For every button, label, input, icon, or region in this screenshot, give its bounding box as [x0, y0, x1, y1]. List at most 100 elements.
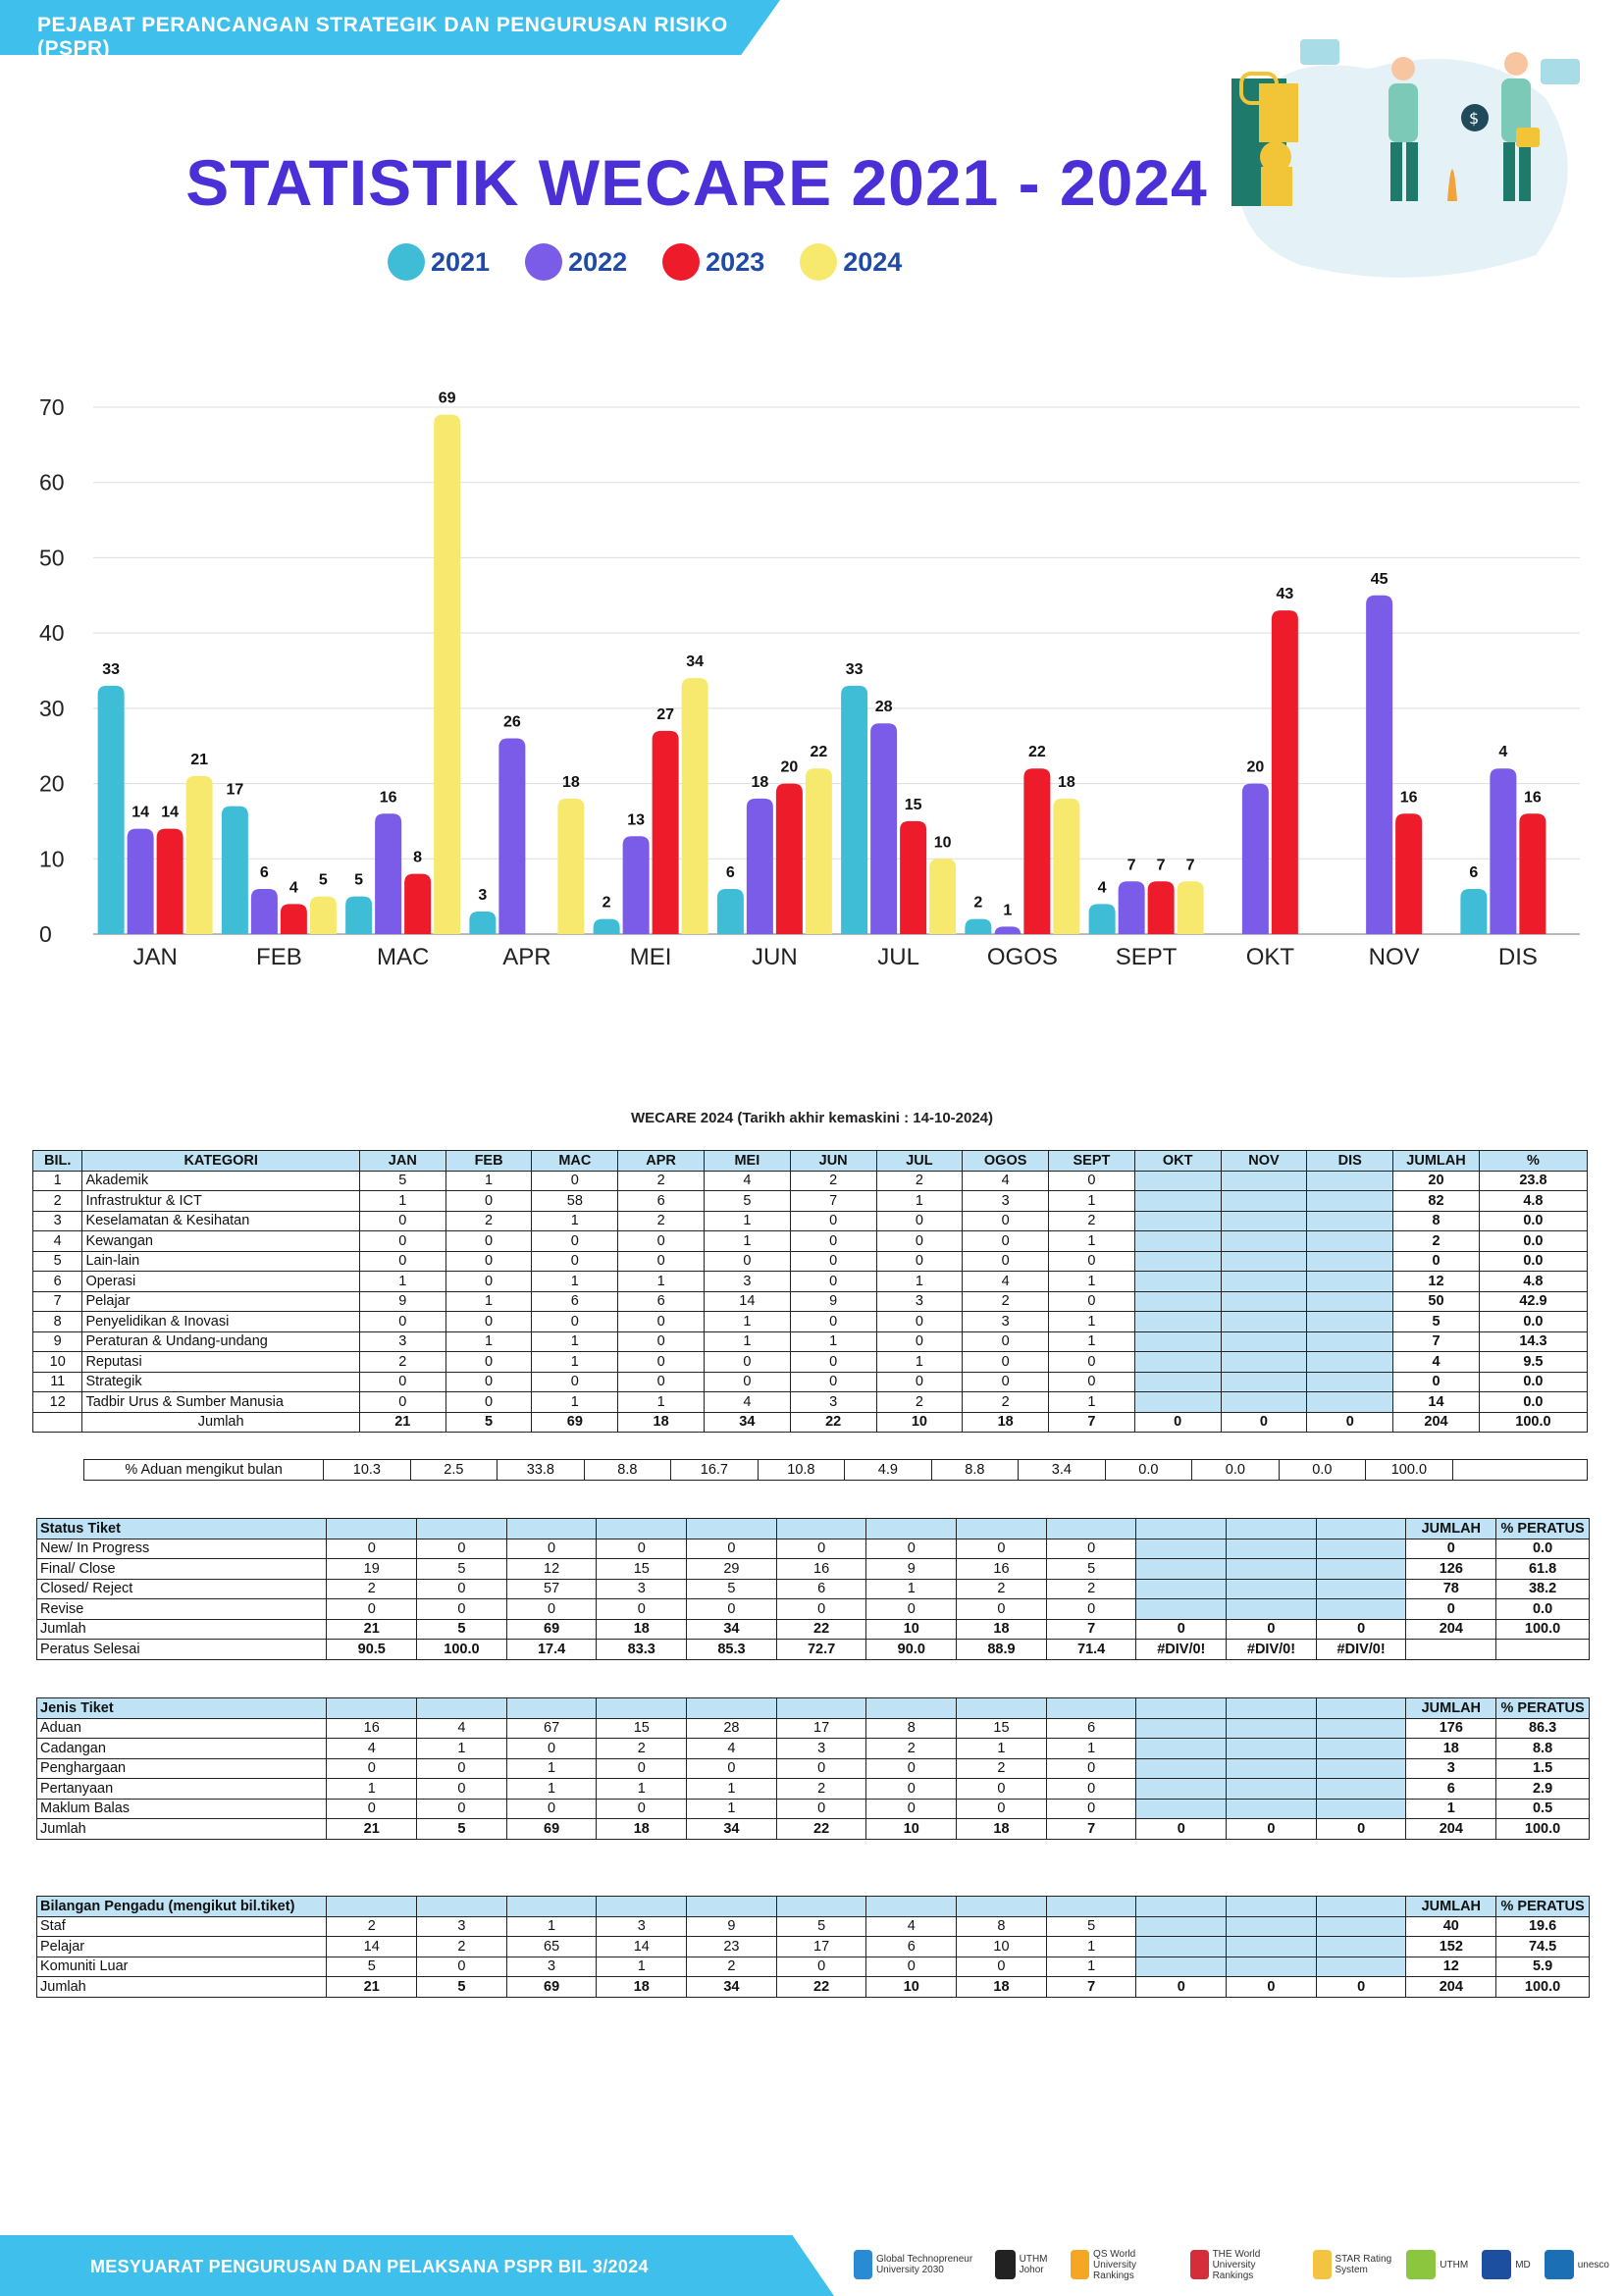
table-cell: MAC — [531, 1150, 619, 1172]
table-cell: 0 — [703, 1371, 791, 1392]
table-row: Revise 0 0 0 0 0 0 0 0 0 0 0.0 — [35, 1598, 1590, 1620]
table-cell — [865, 1896, 958, 1917]
logo-strip: Global Technopreneur University 2030 UTHM… — [854, 2239, 1609, 2290]
table-cell: 5 — [416, 1818, 507, 1840]
table-cell — [1135, 1896, 1228, 1917]
table-cell: 42.9 — [1478, 1290, 1589, 1312]
top-banner: PEJABAT PERANCANGAN STRATEGIK DAN PENGUR… — [0, 0, 780, 55]
table-row: Aduan 16 4 67 15 28 17 8 15 6 176 86.3 — [35, 1717, 1590, 1739]
table-cell: 0 — [703, 1250, 791, 1272]
table-cell: 2 — [875, 1391, 964, 1413]
table-cell: 0 — [445, 1391, 533, 1413]
table-row: 8 Penyelidikan & Inovasi 0 0 0 0 1 0 0 3 1 5 0.0 — [31, 1311, 1589, 1332]
total-row: Jumlah 21 5 69 18 34 22 10 18 7 0 0 0 204 100.0 — [35, 1976, 1590, 1998]
table-cell — [416, 1896, 507, 1917]
data-label: 20 — [780, 759, 798, 776]
table-cell: 204 — [1405, 1818, 1497, 1840]
chart-legend: 2021 2022 2023 2024 — [388, 243, 902, 281]
table-cell: 0 — [1135, 1618, 1228, 1640]
data-label: 6 — [1469, 864, 1478, 881]
table-cell: 5 — [1045, 1558, 1137, 1580]
table-cell: 0 — [875, 1250, 964, 1272]
bar-2023 — [1147, 881, 1175, 934]
table-cell: 50 — [1392, 1290, 1480, 1312]
y-tick-label: 30 — [39, 696, 65, 721]
legend-item-2021: 2021 — [388, 243, 490, 281]
x-tick-label: APR — [502, 944, 550, 970]
table-cell — [1315, 1578, 1407, 1599]
table-cell: 2 — [617, 1170, 705, 1191]
x-tick-label: JAN — [132, 944, 177, 970]
table-cell: 1 — [1048, 1271, 1135, 1292]
table-cell: 28 — [686, 1717, 777, 1739]
table-cell: 0 — [789, 1311, 877, 1332]
table-cell: 0 — [875, 1331, 964, 1352]
logo-mark — [1312, 2250, 1332, 2279]
table-cell: 100.0 — [1495, 1818, 1590, 1840]
table-cell: 15 — [596, 1717, 688, 1739]
bar-2022 — [1490, 768, 1517, 934]
table-cell: Pertanyaan — [35, 1778, 328, 1800]
table-cell — [1226, 1778, 1317, 1800]
table-cell: 21 — [326, 1818, 418, 1840]
table-cell: 0 — [445, 1271, 533, 1292]
table-cell: 2.9 — [1495, 1778, 1590, 1800]
partner-logo: QS World University Rankings — [1071, 2249, 1177, 2281]
table-cell: 0 — [1392, 1371, 1480, 1392]
table-cell: OGOS — [962, 1150, 1050, 1172]
bar-2024 — [185, 775, 213, 934]
table-cell: 14 — [1392, 1391, 1480, 1413]
table-cell: 5 — [326, 1956, 418, 1977]
table-cell: 7 — [1392, 1331, 1480, 1352]
table-row: 1 Akademik 5 1 0 2 4 2 2 4 0 20 23.8 — [31, 1170, 1589, 1191]
table-cell: 14 — [326, 1936, 418, 1957]
bar-2022 — [994, 926, 1022, 936]
table-cell: 21 — [326, 1618, 418, 1640]
bar-2024 — [1177, 881, 1204, 934]
table-cell — [1220, 1311, 1308, 1332]
bar-2023 — [652, 730, 679, 934]
table-cell — [1315, 1956, 1407, 1977]
table-cell: OKT — [1133, 1150, 1222, 1172]
table-cell: 1 — [1045, 1956, 1137, 1977]
table-cell: 85.3 — [686, 1639, 777, 1660]
table-cell: 0 — [531, 1250, 619, 1272]
table-cell: Jumlah — [35, 1618, 328, 1640]
legend-item-2022: 2022 — [525, 243, 627, 281]
table-cell: 0 — [445, 1371, 533, 1392]
bar-2024 — [434, 414, 461, 935]
table-cell: 21 — [326, 1976, 418, 1998]
table-cell: 0 — [1048, 1351, 1135, 1373]
table-cell: 2 — [875, 1170, 964, 1191]
table-cell: 1 — [445, 1331, 533, 1352]
table-cell: 2 — [956, 1578, 1047, 1599]
table-cell — [865, 1518, 958, 1539]
table-row: 3 Keselamatan & Kesihatan 0 2 1 2 1 0 0 0 2 8 0.0 — [31, 1210, 1589, 1231]
table-cell: 9 — [358, 1290, 446, 1312]
table-cell: 1 — [703, 1311, 791, 1332]
table-cell: 1 — [445, 1290, 533, 1312]
table-cell: 3 — [962, 1190, 1050, 1212]
table-cell: 0 — [962, 1331, 1050, 1352]
legend-label: 2023 — [706, 246, 765, 277]
table-cell — [1220, 1351, 1308, 1373]
top-banner-text: PEJABAT PERANCANGAN STRATEGIK DAN PENGUR… — [37, 14, 728, 60]
table-cell: 0 — [789, 1351, 877, 1373]
table-cell: 0 — [775, 1757, 867, 1779]
table-cell: 65 — [505, 1936, 598, 1957]
y-tick-label: 60 — [39, 470, 65, 496]
bar-2021 — [841, 685, 868, 934]
table-cell — [1315, 1778, 1407, 1800]
bar-2023 — [1023, 768, 1051, 934]
table-cell: 0 — [358, 1371, 446, 1392]
table-cell: Penyelidikan & Inovasi — [81, 1311, 360, 1332]
table-cell: 21 — [358, 1411, 446, 1433]
table-cell: JUN — [789, 1150, 877, 1172]
table-cell: 3 — [1405, 1757, 1497, 1779]
table-cell: 12 — [1405, 1956, 1497, 1977]
table-cell: 0 — [416, 1778, 507, 1800]
table-row: New/ In Progress 0 0 0 0 0 0 0 0 0 0 0.0 — [35, 1538, 1590, 1559]
table-cell: 0 — [865, 1538, 958, 1559]
table-cell: 1 — [703, 1331, 791, 1352]
data-label: 34 — [686, 653, 704, 670]
